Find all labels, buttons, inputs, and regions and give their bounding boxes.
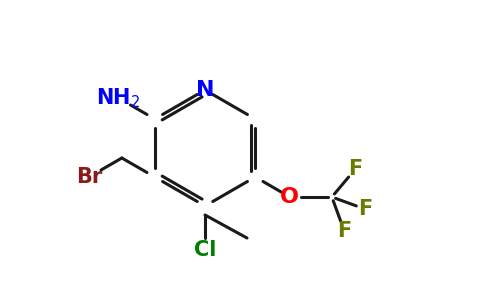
Text: F: F bbox=[337, 221, 351, 241]
Text: O: O bbox=[280, 187, 300, 207]
Text: Br: Br bbox=[76, 167, 102, 187]
Text: NH$_2$: NH$_2$ bbox=[96, 86, 141, 110]
Text: F: F bbox=[359, 199, 373, 219]
Text: Cl: Cl bbox=[194, 240, 216, 260]
Text: F: F bbox=[348, 159, 362, 179]
Text: N: N bbox=[196, 80, 214, 100]
